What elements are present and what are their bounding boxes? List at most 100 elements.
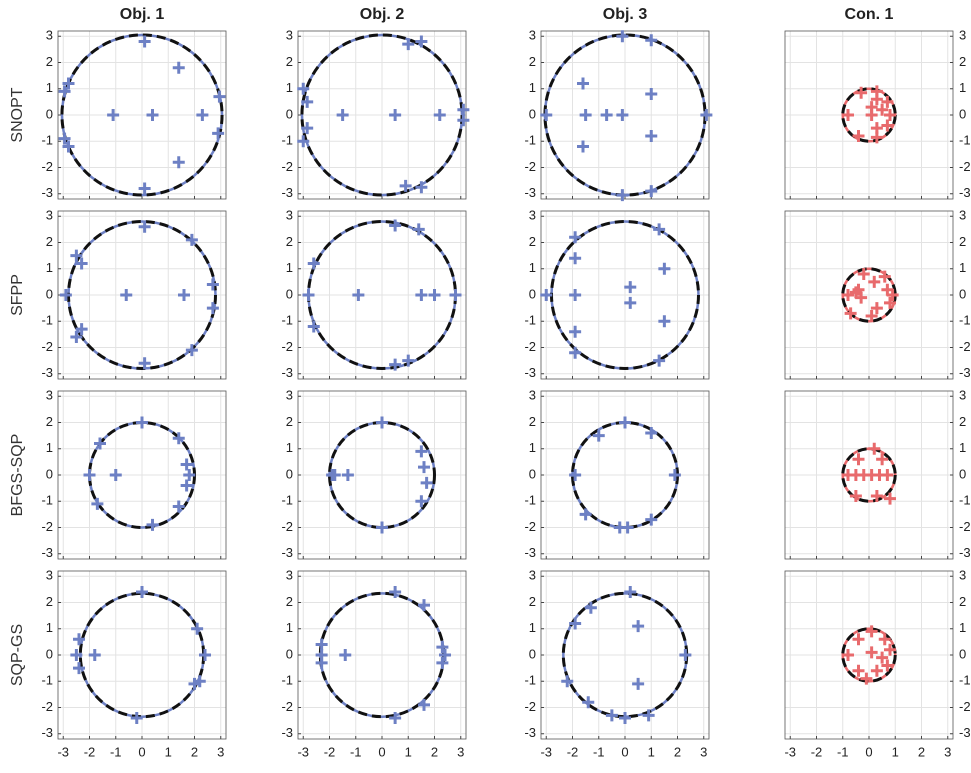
marker [428,289,441,301]
y-tick-label: 2 [286,414,293,429]
marker [172,61,185,74]
marker [700,109,713,121]
marker [136,416,148,429]
marker [844,307,857,320]
marker [412,223,425,236]
y-tick-label: 3 [959,388,966,403]
y-tick-label: -2 [281,339,293,354]
y-tick-label: 1 [286,260,293,275]
y-tick-label: -2 [281,159,293,174]
marker [415,495,428,508]
marker [178,289,190,301]
y-tick-label: 0 [286,106,293,121]
y-tick-label: 1 [46,80,53,95]
axes-box [784,30,954,200]
y-tick-label: -2 [524,159,536,174]
marker [180,479,193,492]
marker [865,310,878,322]
x-tick-label: 3 [700,744,707,759]
marker [855,291,868,304]
y-tick-label: 0 [529,646,536,661]
marker [436,656,449,669]
x-tick-label: -3 [784,744,796,759]
marker [876,103,889,116]
y-tick-label: -2 [524,339,536,354]
y-tick-label: 0 [46,646,53,661]
y-tick-label: -2 [524,699,536,714]
y-tick-label: 3 [959,208,966,223]
y-tick-label: 1 [959,80,966,95]
y-tick-label: -3 [524,545,536,560]
x-tick-label: -1 [837,744,849,759]
marker [415,289,428,301]
marker [592,429,605,442]
x-tick-label: 1 [648,744,655,759]
marker [418,698,430,711]
x-tick-label: 2 [431,744,438,759]
marker [870,131,883,144]
y-tick-label: -1 [281,313,293,328]
marker [852,633,865,646]
y-tick-label: 0 [46,466,53,481]
y-tick-label: -2 [41,699,53,714]
y-tick-label: 2 [286,594,293,609]
y-tick-label: -2 [281,699,293,714]
marker [73,662,85,675]
marker [569,617,582,630]
marker [852,130,865,142]
marker [420,476,433,489]
y-tick-label: 3 [286,208,293,223]
y-tick-label: 2 [529,594,536,609]
axes-box [540,390,710,560]
marker [855,86,868,99]
marker [569,346,582,359]
marker [433,109,446,121]
y-tick-label: -3 [41,185,53,200]
y-tick-label: 0 [529,286,536,301]
marker [199,649,211,661]
y-tick-label: 1 [286,80,293,95]
marker [577,140,589,153]
y-tick-label: 0 [46,286,53,301]
marker [336,109,349,121]
marker [857,268,870,280]
marker [307,320,320,333]
marker [577,77,589,90]
axes-box [57,570,227,740]
circle-boundary-dashed [328,421,436,529]
y-tick-label: 0 [959,286,966,301]
column-title: Obj. 3 [603,6,648,23]
marker [881,469,894,481]
marker [865,625,878,638]
y-tick-label: 1 [529,440,536,455]
x-tick-label: -2 [567,744,579,759]
marker [852,453,865,466]
marker [191,622,204,635]
y-tick-label: -3 [41,545,53,560]
marker [212,127,225,140]
marker [645,130,658,142]
marker [881,95,894,108]
marker [616,189,629,202]
marker [146,518,159,531]
axes-box [784,570,954,740]
y-tick-label: -1 [41,313,53,328]
y-tick-label: 2 [959,594,966,609]
y-tick-label: -2 [281,519,293,534]
marker [600,109,613,121]
marker [328,469,341,481]
y-tick-label: 0 [529,106,536,121]
y-tick-label: -3 [524,185,536,200]
marker [878,270,891,283]
y-tick-label: 0 [286,646,293,661]
marker [389,712,402,724]
y-tick-label: -1 [959,133,971,148]
marker [415,445,428,458]
marker [185,233,198,246]
y-tick-label: 2 [46,234,53,249]
marker [415,181,428,194]
x-tick-label: 3 [457,744,464,759]
y-tick-label: -2 [524,519,536,534]
marker [449,289,462,301]
y-tick-label: -1 [281,133,293,148]
